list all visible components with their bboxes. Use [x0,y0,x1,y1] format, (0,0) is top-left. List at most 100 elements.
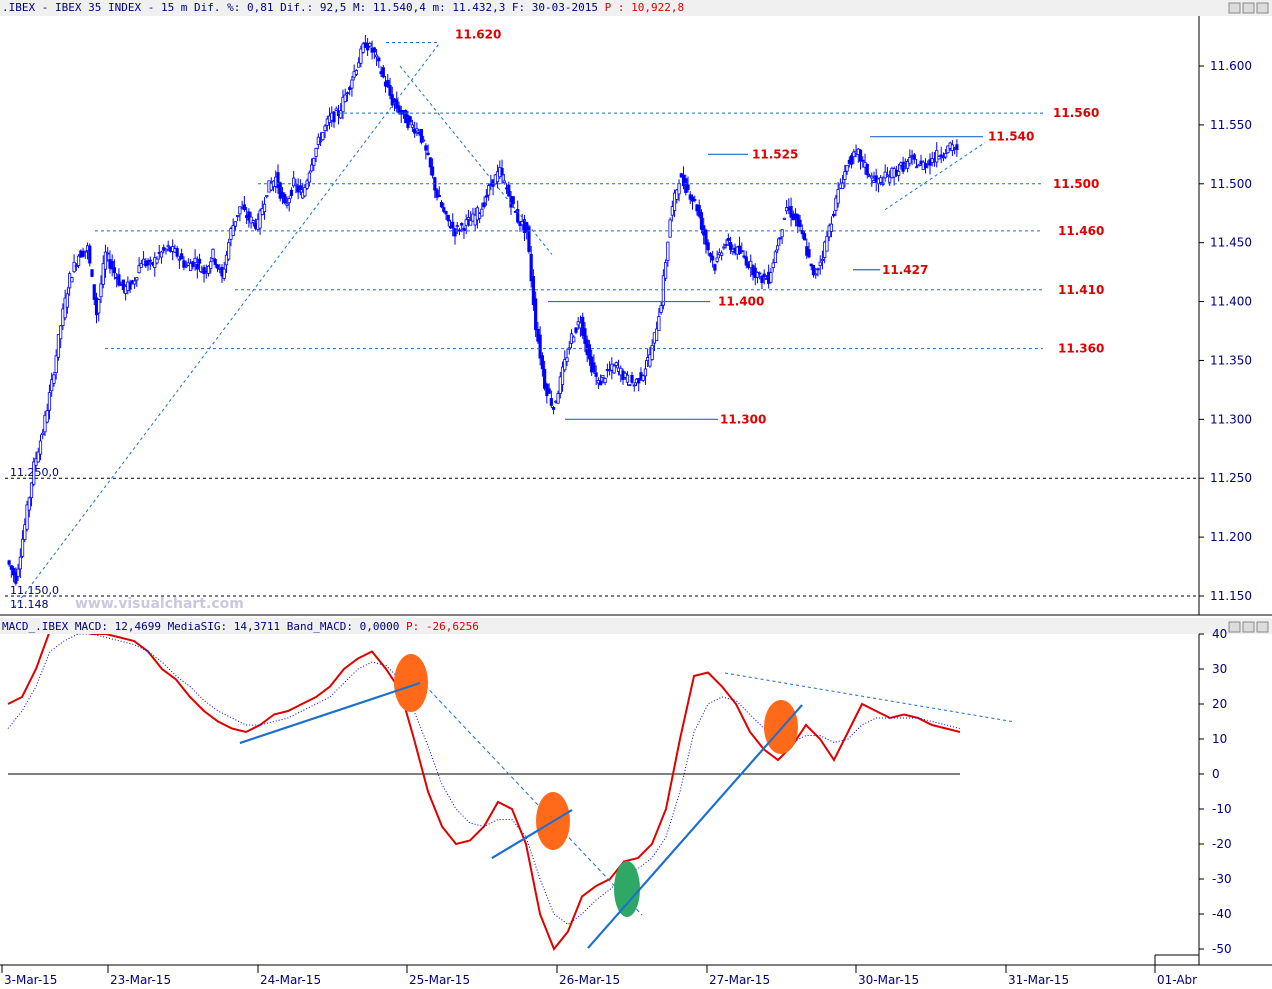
candle-body [54,355,58,374]
candle-body [430,166,435,176]
candle-body [572,336,576,343]
candle-body [184,265,188,268]
candle-body [469,220,473,226]
candle-body [861,159,865,162]
candle-body [121,279,125,291]
x-tick-label: 25-Mar-15 [409,973,470,987]
candle-body [460,223,464,226]
candle-body [148,259,152,262]
candle-body [103,251,108,270]
candle-body [758,272,762,275]
candle-body [276,172,280,188]
candle-body [128,282,132,290]
minimize-icon[interactable] [1228,2,1241,14]
macd-panel: -50 -40 -30 -20 -10 0 10 20 30 40 [7,627,1232,956]
candle-body [543,368,547,389]
candle-body [587,344,592,360]
y-tick-label: 11.250 [1210,471,1252,485]
maximize-icon[interactable] [1242,2,1255,14]
candle-body [722,246,726,249]
candle-body [59,325,63,340]
price-window-buttons[interactable] [1228,2,1269,14]
candle-body [81,251,85,257]
candle-body [540,355,544,370]
candle-body [800,230,804,235]
candle-body [563,359,567,371]
price-panel: 11.150 11.200 11.250 11.300 11.350 11.400 11.4… [5,27,1252,611]
level-label: 11.410 [1058,283,1104,297]
candle-body [502,180,506,184]
candle-body [195,263,199,270]
y-tick-label: -20 [1212,837,1232,851]
candle-body [159,251,164,258]
candle-body [905,160,910,169]
y-tick-label: -30 [1212,872,1232,886]
candle-body [193,257,197,264]
candle-body [780,229,784,238]
candle-body [323,125,327,132]
candle-body [76,255,81,266]
candle-body [632,384,636,387]
candle-body [912,154,916,160]
candle-body [381,67,385,78]
candle-body [500,167,504,176]
macd-window-buttons[interactable] [1228,621,1269,633]
candle-body [442,207,446,212]
candle-body [388,84,392,96]
candle-body [262,203,267,213]
candle-body [366,42,370,51]
price-panel-header-bar [0,0,1272,16]
candle-body [740,250,744,253]
candle-body [711,255,715,261]
candle-body [650,345,654,360]
candle-body [251,220,255,223]
macd-trendline [587,704,803,949]
maximize-icon[interactable] [1242,621,1255,633]
y-tick-label: -50 [1212,942,1232,956]
candle-body [704,229,708,245]
candle-body [547,388,551,394]
candle-body [715,257,719,262]
candle-body [419,128,423,143]
candle-body [238,206,242,215]
candle-body [321,132,325,141]
candle-body [287,198,291,204]
candle-body [574,327,578,333]
candle-body [38,440,43,455]
candle-body [666,241,670,261]
macd-trendline [239,682,421,744]
candle-body [197,258,202,264]
candle-body [453,228,457,237]
x-tick-label: 26-Mar-15 [559,973,620,987]
y-tick-label: -10 [1212,802,1232,816]
y-tick-label: 11.450 [1210,236,1252,250]
candle-body [551,406,556,410]
candle-body [41,432,45,435]
candle-body [901,162,905,172]
candle-body [713,264,717,271]
candle-body [937,156,941,160]
candle-body [206,265,211,274]
candle-body [484,195,488,198]
candle-body [482,202,486,208]
candle-body [426,152,430,155]
candle-body [52,374,56,384]
candle-body [849,155,854,165]
candle-body [809,263,813,267]
close-icon[interactable] [1256,621,1269,633]
candle-body [583,328,587,344]
signal-marker-orange [764,700,798,754]
candle-body [20,538,25,557]
candle-body [65,293,69,308]
candle-body [236,214,240,217]
minimize-icon[interactable] [1228,621,1241,633]
candle-body [462,227,466,232]
candle-body [531,276,536,306]
candle-body [592,362,596,373]
candle-body [446,214,450,222]
close-icon[interactable] [1256,2,1269,14]
candle-body [516,209,520,223]
candle-body [672,192,677,211]
candle-body [155,258,159,264]
